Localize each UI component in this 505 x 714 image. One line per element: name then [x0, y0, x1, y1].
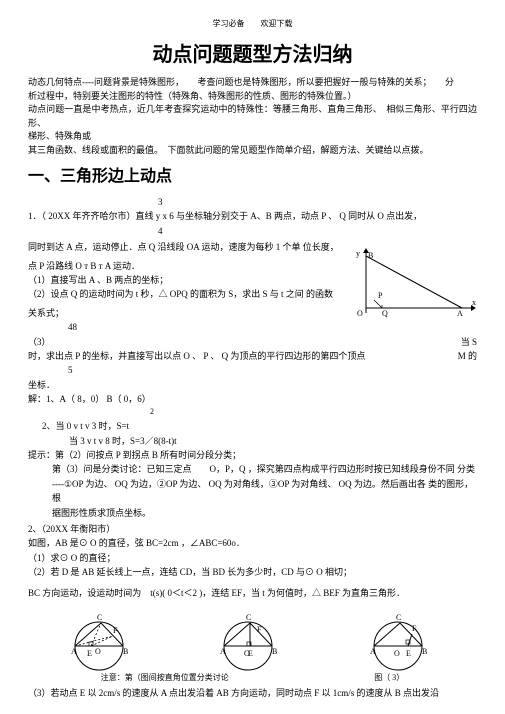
q2-l6: （3）若动点 E 以 2cm/s 的速度从 A 点出发沿着 AB 方向运动，同时…	[28, 686, 477, 700]
intro-p3: 梯形、特殊角或	[28, 130, 477, 144]
svg-text:B: B	[272, 647, 277, 656]
circle-fig-1: C A B O E F	[53, 606, 153, 672]
q2-l5: BC 方向运动，设运动时间为 t(s)( 0＜t＜2 )，连结 EF，当 t 为…	[28, 586, 477, 600]
q1-line1: 1．（ 20XX 年齐齐哈尔市）直线 y x 6 与坐标轴分别交于 A、B 两点…	[28, 209, 477, 223]
svg-text:B: B	[368, 251, 373, 260]
page-header: 学习必备 欢迎下载	[28, 18, 477, 30]
q1-l10: 坐标．	[28, 378, 477, 392]
section-heading-1: 一、三角形边上动点	[28, 165, 477, 189]
svg-text:O: O	[357, 309, 363, 318]
svg-text:O: O	[394, 649, 400, 658]
circle-fig-3: C A B O E F	[352, 606, 452, 672]
svg-text:E: E	[248, 649, 253, 658]
intro-p1b: 析过程中，特别要关注图形的特性（特殊角、特殊图形的性质、图形的特殊位置。）	[28, 90, 477, 104]
intro-p1a: 动态几何特点----问题背景是特殊图形， 考查问题也是特殊图形，所以要把握好一般…	[28, 76, 477, 90]
circle-fig-2: C A B O E F	[202, 606, 302, 672]
q1-sol3: 当 3 v t v 8 时，S=3／8(8-t)t	[28, 434, 477, 448]
svg-text:F: F	[257, 625, 262, 634]
svg-text:B: B	[123, 647, 128, 656]
svg-text:A: A	[457, 309, 463, 318]
q2-l3: （1）求⊙ O 的直径；	[28, 551, 477, 565]
q1-exp: 2	[28, 406, 477, 419]
svg-text:y: y	[356, 249, 360, 258]
q2-l2: 如图，AB 是⊙ O 的直径，弦 BC=2cm ，∠ABC=60o．	[28, 536, 477, 550]
svg-text:C: C	[97, 613, 102, 622]
svg-text:A: A	[370, 647, 376, 656]
svg-text:E: E	[87, 649, 92, 658]
q2-l4: （2）若 D 是 AB 延长线上一点，连结 CD，当 BD 长为多少时，CD 与…	[28, 565, 477, 579]
svg-text:P: P	[378, 291, 383, 300]
svg-text:O: O	[95, 647, 101, 656]
svg-text:A: A	[71, 647, 77, 656]
q1-sol1: 解：1、A（ 8，0） B（ 0，6）	[28, 392, 477, 406]
svg-text:E: E	[406, 649, 411, 658]
svg-text:A: A	[220, 647, 226, 656]
intro-p4: 其三角函数、线段或面积的最值。 下面就此问题的常见题型作简单介绍，解题方法、关键…	[28, 144, 477, 158]
svg-text:F: F	[113, 626, 118, 635]
q1-frac-top: 3	[28, 195, 477, 209]
svg-text:C: C	[396, 613, 401, 622]
q1-5: 5	[28, 363, 477, 377]
caption-3: 图（ 3）	[374, 672, 404, 684]
svg-text:F: F	[412, 624, 417, 633]
q1-d1: 第（3）问是分类讨论：已知三定点 O，P，Q ，探究第四点构成平行四边形时按已知…	[28, 462, 477, 476]
circles-row: C A B O E F C A B O E F	[28, 606, 477, 672]
note-text: 注意：第（图间按直角位置分类讨论	[101, 672, 229, 684]
q1-l9b: M 的	[458, 349, 477, 363]
q1-d2: ----①OP 为边、 OQ 为边，②OP 为边、 OQ 为对角线，③OP 为对…	[28, 477, 477, 506]
q1-tip: 提示：第（2）问按点 P 到拐点 B 所有时间分段分类；	[28, 448, 477, 462]
triangle-figure: B O Q A x y P	[354, 248, 479, 318]
svg-text:Q: Q	[382, 309, 388, 318]
q1-frac-bot: 4	[28, 224, 477, 238]
page-title: 动点问题题型方法归纳	[28, 40, 477, 70]
q1-d3: 据图形性质求顶点坐标。	[28, 506, 477, 520]
q1-l8b: 当 S	[461, 335, 477, 349]
q1-l9a: 时，求出点 P 的坐标，并直接写出以点 O 、 P 、 Q 为顶点的平行四边形的…	[28, 349, 365, 363]
svg-text:C: C	[246, 613, 251, 622]
q1-48: 48	[28, 320, 477, 334]
q2-l1: 2、（20XX 年衡阳市）	[28, 522, 477, 536]
q1-sol2: 2、当 0 v t v 3 时，S=t	[28, 419, 477, 433]
intro-p2: 动点问题一直是中考热点，近几年考查探究运动中的特殊性：等腰三角形、直角三角形、 …	[28, 103, 477, 130]
q1-l8a: （3）	[28, 335, 51, 349]
svg-text:x: x	[472, 298, 476, 307]
svg-text:B: B	[422, 647, 427, 656]
